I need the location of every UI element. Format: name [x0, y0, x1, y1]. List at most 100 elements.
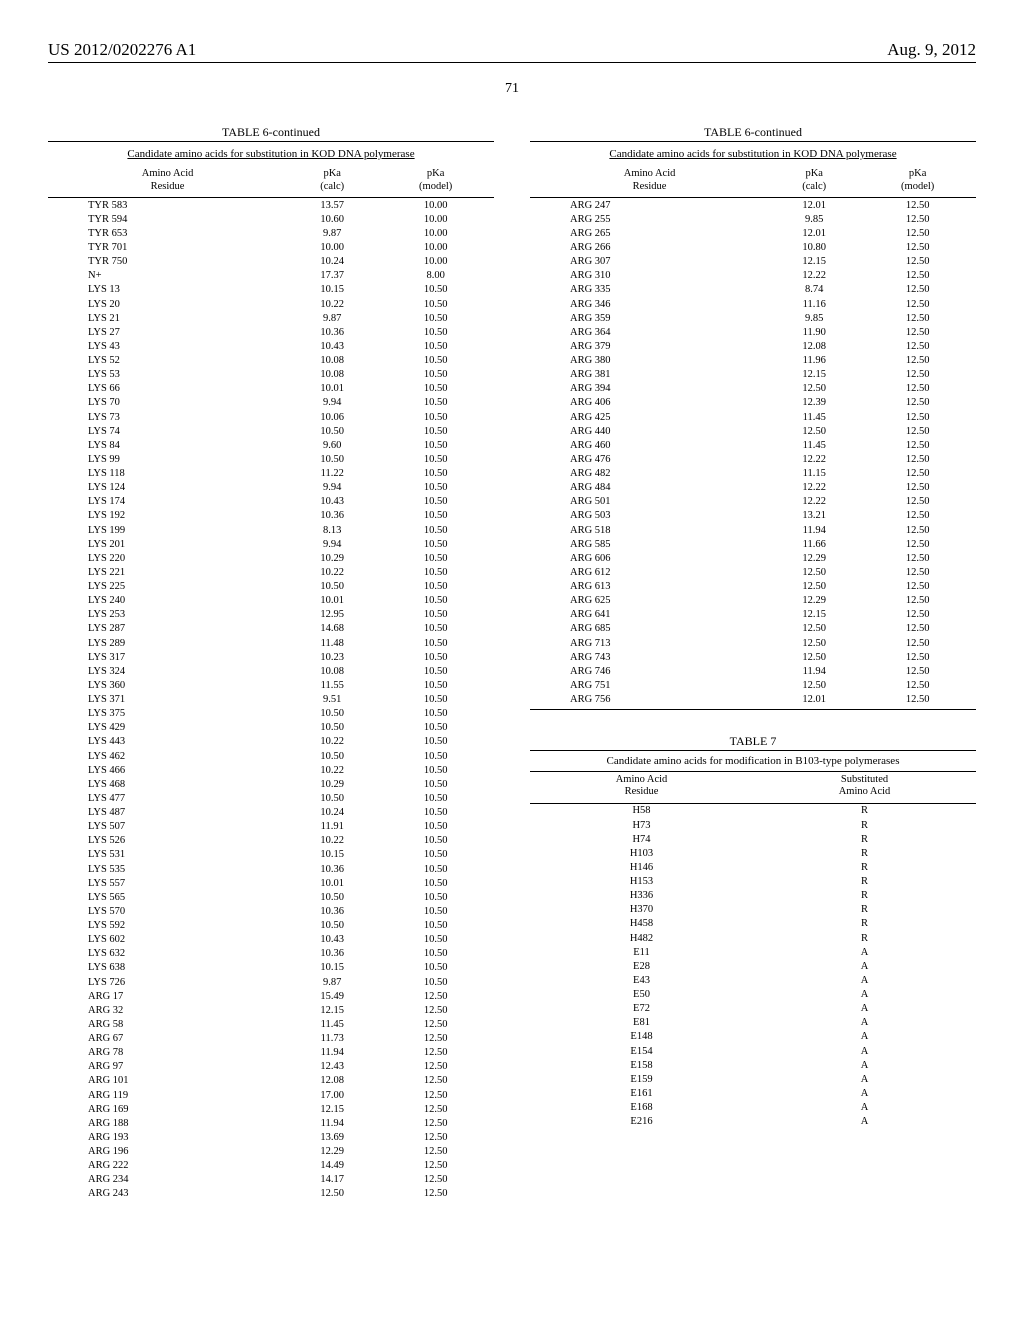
table-cell: 12.29: [287, 1145, 377, 1159]
table-cell: 10.06: [287, 410, 377, 424]
table-cell: 10.50: [287, 791, 377, 805]
table-cell: E50: [530, 988, 753, 1002]
table-cell: 12.50: [377, 1187, 494, 1201]
table-cell: ARG 501: [530, 495, 769, 509]
table-cell: 14.49: [287, 1159, 377, 1173]
table-row: ARG 61312.5012.50: [530, 580, 976, 594]
table-cell: H103: [530, 846, 753, 860]
table-row: LYS 50711.9110.50: [48, 820, 494, 834]
table-cell: H370: [530, 903, 753, 917]
table-cell: LYS 371: [48, 693, 287, 707]
table-cell: ARG 606: [530, 551, 769, 565]
table-cell: 10.50: [287, 580, 377, 594]
table-cell: ARG 406: [530, 396, 769, 410]
table-cell: 9.94: [287, 396, 377, 410]
table-row: LYS 2710.3610.50: [48, 325, 494, 339]
table-cell: ARG 585: [530, 537, 769, 551]
table-cell: 10.50: [377, 354, 494, 368]
table-cell: 10.50: [377, 848, 494, 862]
table-cell: LYS 201: [48, 537, 287, 551]
page-header: US 2012/0202276 A1 Aug. 9, 2012: [48, 40, 976, 63]
table-cell: 12.50: [859, 339, 976, 353]
table-cell: A: [753, 988, 976, 1002]
col-pka-model: pKa(model): [859, 166, 976, 198]
table-cell: 12.50: [287, 1187, 377, 1201]
table-cell: 10.22: [287, 735, 377, 749]
table-cell: LYS 526: [48, 834, 287, 848]
table6-caption-right: Candidate amino acids for substitution i…: [530, 141, 976, 160]
table-cell: 10.00: [377, 226, 494, 240]
table-cell: A: [753, 1002, 976, 1016]
table-cell: 12.50: [859, 678, 976, 692]
table-cell: 17.37: [287, 269, 377, 283]
table-row: ARG 38112.1512.50: [530, 368, 976, 382]
table-cell: R: [753, 846, 976, 860]
table-row: LYS 2010.2210.50: [48, 297, 494, 311]
table-cell: ARG 346: [530, 297, 769, 311]
table-row: LYS 28911.4810.50: [48, 636, 494, 650]
table-cell: 10.50: [377, 382, 494, 396]
table-cell: A: [753, 1030, 976, 1044]
table-cell: ARG 359: [530, 311, 769, 325]
table-row: LYS 48710.2410.50: [48, 806, 494, 820]
table-cell: 9.85: [769, 311, 859, 325]
table-cell: 12.50: [859, 452, 976, 466]
table-cell: ARG 266: [530, 241, 769, 255]
table-cell: 10.50: [377, 678, 494, 692]
table-cell: 11.91: [287, 820, 377, 834]
table-cell: LYS 468: [48, 777, 287, 791]
table-cell: R: [753, 889, 976, 903]
table-cell: 12.29: [769, 551, 859, 565]
table-cell: 10.50: [377, 325, 494, 339]
table-cell: LYS 240: [48, 594, 287, 608]
table-cell: ARG 247: [530, 198, 769, 213]
table-row: ARG 37912.0812.50: [530, 339, 976, 353]
table-cell: 12.50: [859, 537, 976, 551]
table-row: LYS 22010.2910.50: [48, 551, 494, 565]
table-row: ARG 26512.0112.50: [530, 226, 976, 240]
table-cell: LYS 13: [48, 283, 287, 297]
table-cell: LYS 124: [48, 481, 287, 495]
table-cell: 12.50: [769, 580, 859, 594]
table-cell: 10.50: [377, 975, 494, 989]
table-cell: LYS 726: [48, 975, 287, 989]
table-cell: ARG 364: [530, 325, 769, 339]
table-cell: 12.50: [377, 1060, 494, 1074]
table-cell: ARG 243: [48, 1187, 287, 1201]
table-cell: E148: [530, 1030, 753, 1044]
table-cell: E43: [530, 973, 753, 987]
table-row: LYS 42910.5010.50: [48, 721, 494, 735]
table-row: ARG 50112.2212.50: [530, 495, 976, 509]
table-cell: A: [753, 945, 976, 959]
table-cell: 12.22: [769, 269, 859, 283]
document-id: US 2012/0202276 A1: [48, 40, 196, 60]
table-cell: 10.22: [287, 834, 377, 848]
table-cell: LYS 289: [48, 636, 287, 650]
table-row: TYR 70110.0010.00: [48, 241, 494, 255]
table-cell: E154: [530, 1044, 753, 1058]
table-cell: R: [753, 803, 976, 818]
table-row: ARG 36411.9012.50: [530, 325, 976, 339]
table-cell: LYS 632: [48, 947, 287, 961]
table-row: H58R: [530, 803, 976, 818]
col-residue: Amino AcidResidue: [530, 166, 769, 198]
table-row: ARG 11917.0012.50: [48, 1088, 494, 1102]
table-cell: 12.50: [859, 481, 976, 495]
table-row: LYS 2019.9410.50: [48, 537, 494, 551]
table-cell: 12.08: [769, 339, 859, 353]
table-row: LYS 11811.2210.50: [48, 467, 494, 481]
publication-date: Aug. 9, 2012: [887, 40, 976, 60]
table-cell: 12.50: [859, 608, 976, 622]
table-cell: 14.68: [287, 622, 377, 636]
table-cell: 12.50: [377, 1003, 494, 1017]
table-cell: 10.22: [287, 565, 377, 579]
table-cell: ARG 379: [530, 339, 769, 353]
table-cell: 10.50: [377, 537, 494, 551]
table-cell: 12.50: [859, 255, 976, 269]
table-cell: 10.50: [377, 495, 494, 509]
col-residue: Amino AcidResidue: [530, 772, 753, 804]
table-row: ARG 3212.1512.50: [48, 1003, 494, 1017]
table-cell: 10.50: [377, 283, 494, 297]
table-cell: 10.15: [287, 848, 377, 862]
table-cell: 12.95: [287, 608, 377, 622]
